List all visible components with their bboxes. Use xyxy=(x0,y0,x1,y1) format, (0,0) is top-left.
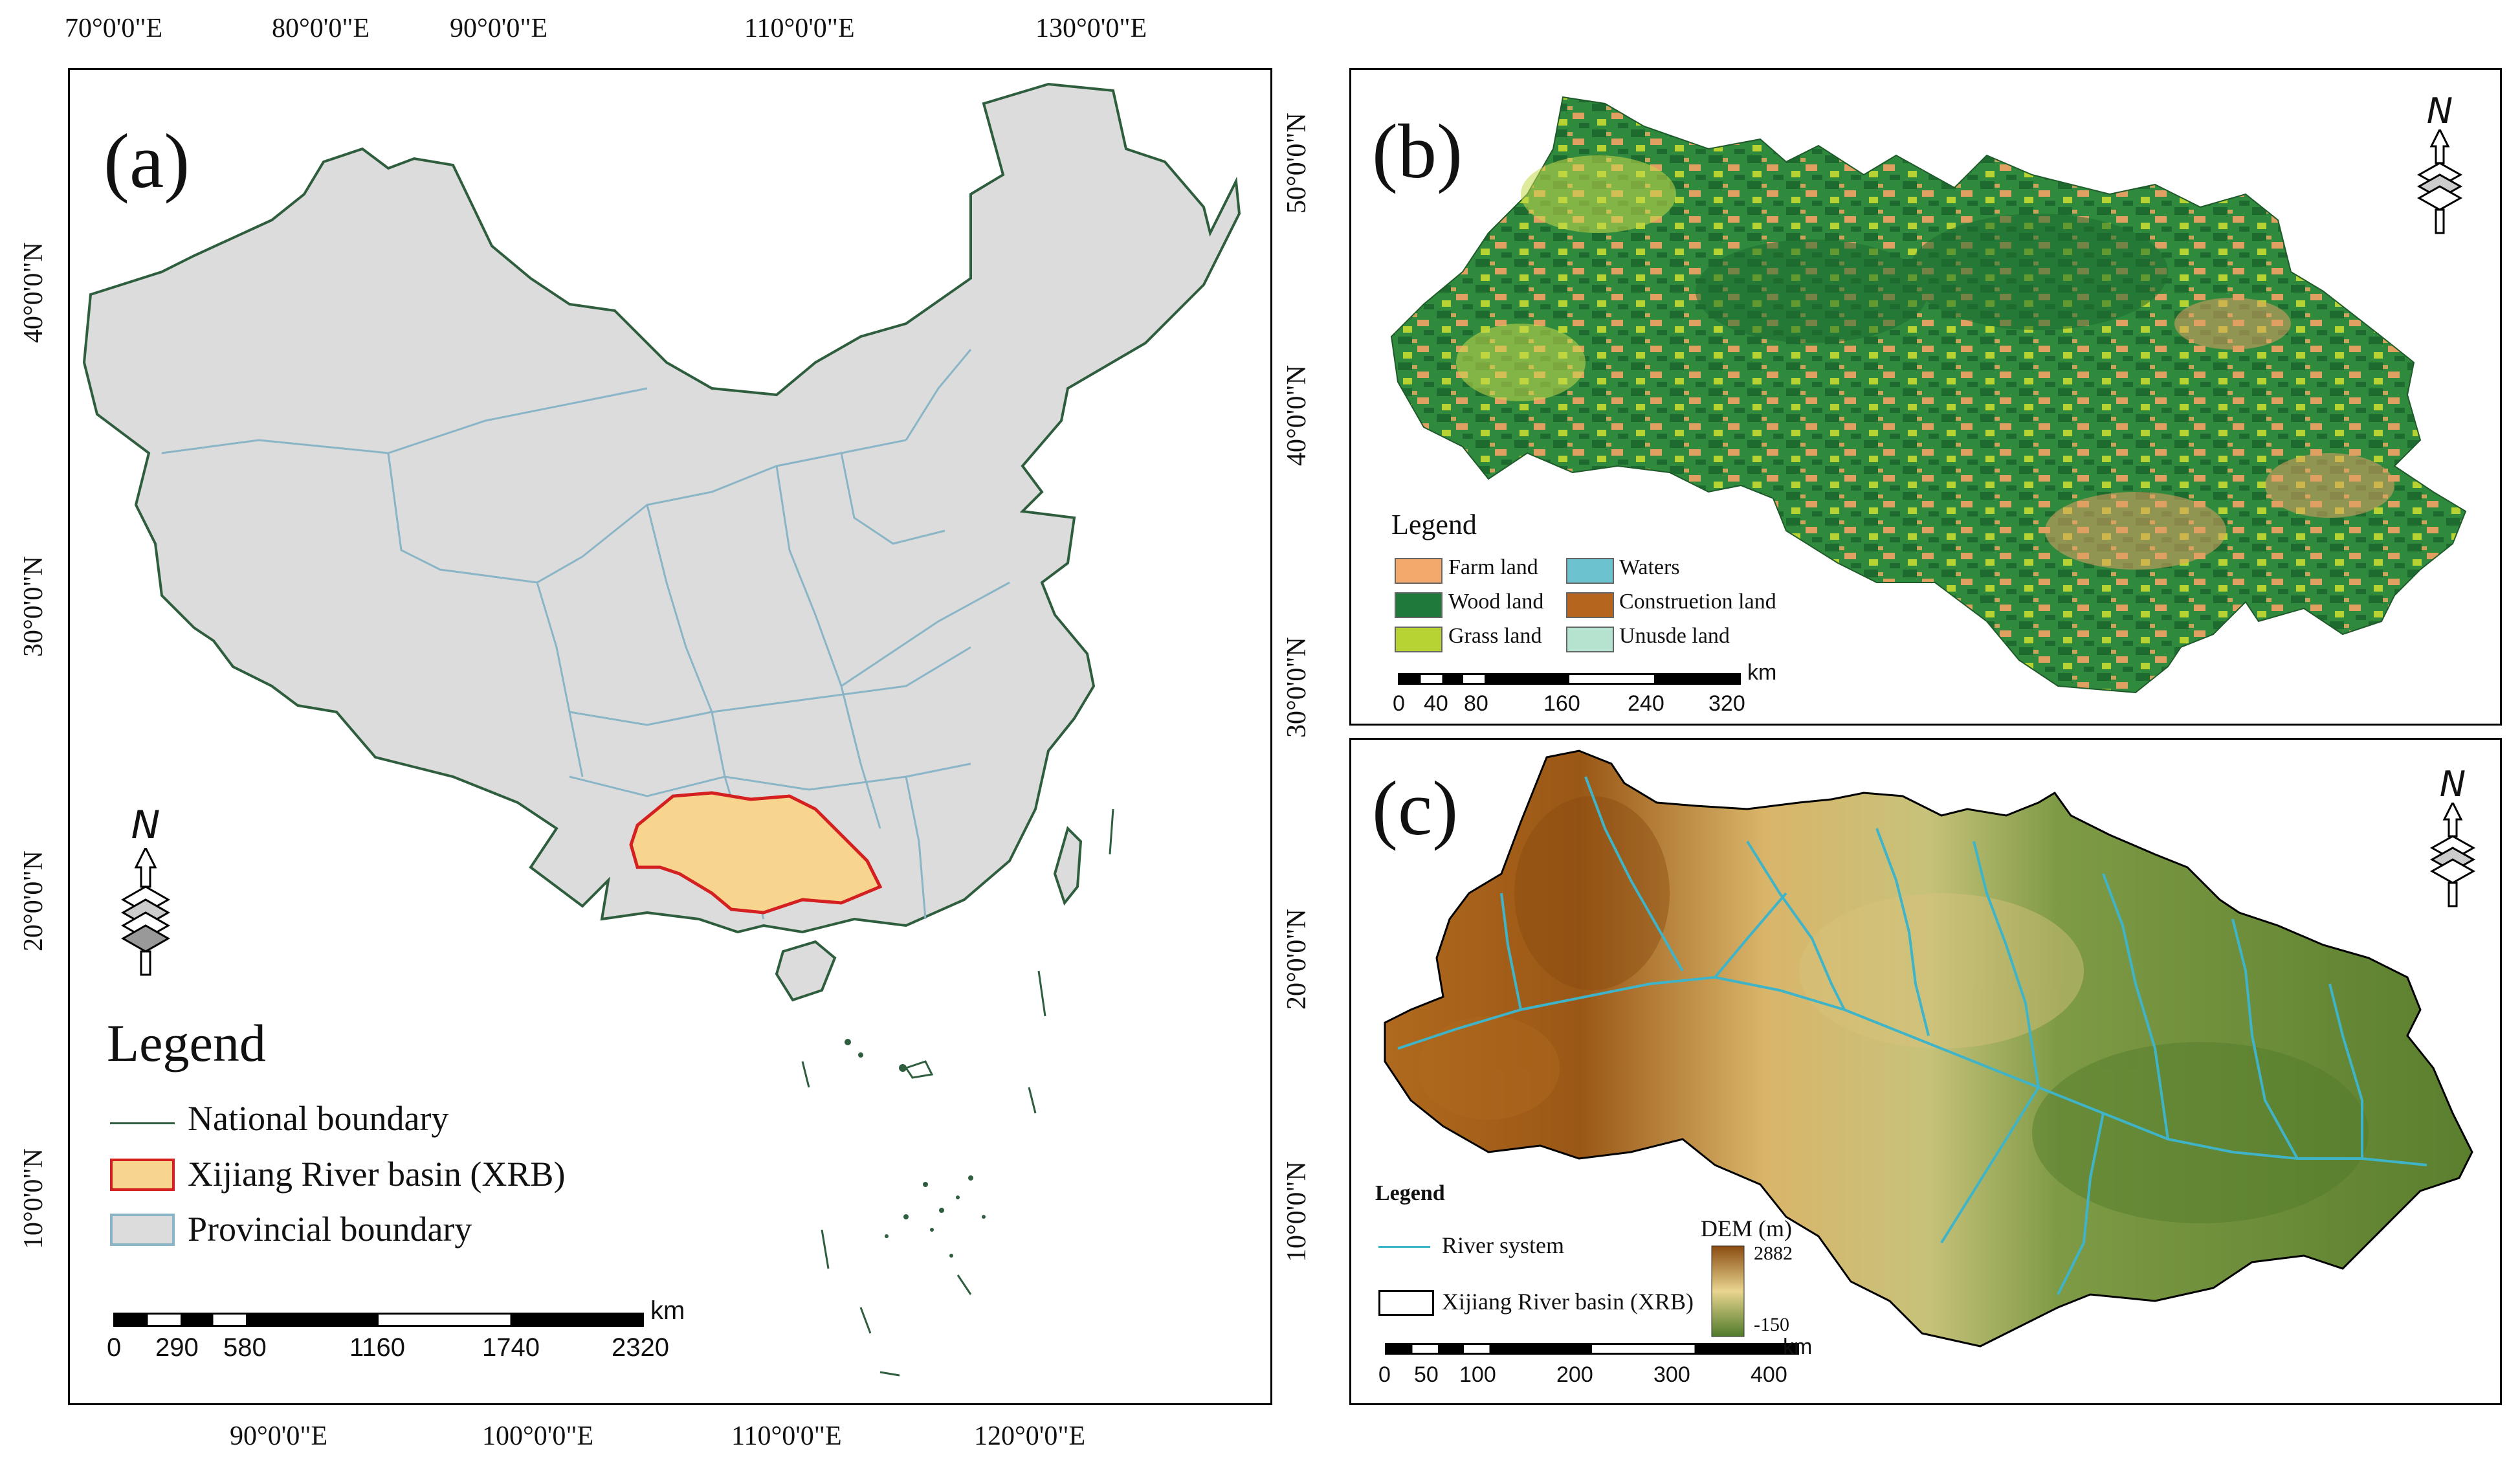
scale-unit: km xyxy=(1783,1335,1813,1359)
scale-tick: 320 xyxy=(1708,691,1745,716)
scale-tick: 160 xyxy=(1543,691,1580,716)
panel-a-left-lat: 40°0'0"N xyxy=(19,242,49,343)
legend-label: River system xyxy=(1442,1232,1564,1258)
panel-a-right-lat: 20°0'0"N xyxy=(1282,909,1312,1010)
scale-tick: 2320 xyxy=(612,1333,669,1362)
panel-b-letter: (b) xyxy=(1372,108,1463,194)
national-boundary-swatch xyxy=(110,1122,175,1124)
panel-a-top-lon: 110°0'0"E xyxy=(744,14,855,43)
legend-title: Legend xyxy=(1375,1181,1445,1205)
panel-a-top-lon: 90°0'0"E xyxy=(450,14,548,43)
panel-a-bottom-lon: 110°0'0"E xyxy=(731,1421,842,1451)
grass-land-swatch xyxy=(1395,627,1442,652)
panel-a-right-lat: 50°0'0"N xyxy=(1282,113,1312,214)
panel-a-scale-bar xyxy=(113,1313,644,1327)
waters-swatch xyxy=(1566,558,1614,584)
scale-tick: 0 xyxy=(1378,1362,1391,1387)
north-label: N xyxy=(2426,91,2453,131)
legend-label: Unusde land xyxy=(1619,624,1730,648)
north-arrow-icon: N xyxy=(2427,764,2479,913)
xrb-swatch xyxy=(110,1159,175,1191)
legend-label: Grass land xyxy=(1448,624,1542,648)
wood-land-swatch xyxy=(1395,592,1442,618)
scale-tick: 0 xyxy=(1393,691,1405,716)
north-arrow-icon: N xyxy=(2414,91,2466,239)
north-arrow-icon: N xyxy=(116,803,175,977)
panel-a-top-lon: 130°0'0"E xyxy=(1035,14,1147,43)
panel-a-left-lat: 10°0'0"N xyxy=(19,1148,49,1249)
legend-label: Wood land xyxy=(1448,590,1544,614)
xrb-outline-swatch xyxy=(1378,1290,1434,1316)
panel-c-letter: (c) xyxy=(1372,765,1459,851)
panel-a-bottom-lon: 100°0'0"E xyxy=(482,1421,594,1451)
scale-unit: km xyxy=(1747,660,1777,685)
panel-a-top-lon: 70°0'0"E xyxy=(65,14,163,43)
legend-label: Provincial boundary xyxy=(188,1210,472,1249)
scale-tick: 1740 xyxy=(482,1333,540,1362)
panel-a-bottom-lon: 90°0'0"E xyxy=(230,1421,328,1451)
panel-a-right-lat: 10°0'0"N xyxy=(1282,1161,1312,1262)
legend-label: Xijiang River basin (XRB) xyxy=(1442,1289,1694,1315)
scale-tick: 50 xyxy=(1414,1362,1439,1387)
legend-title: Legend xyxy=(107,1014,266,1072)
panel-a-letter: (a) xyxy=(104,118,190,204)
scale-tick: 40 xyxy=(1424,691,1448,716)
legend-label: National boundary xyxy=(188,1099,449,1138)
scale-tick: 1160 xyxy=(349,1333,406,1362)
legend-label: Farm land xyxy=(1448,555,1538,579)
panel-a-left-lat: 20°0'0"N xyxy=(19,850,49,951)
panel-c-scale-bar xyxy=(1385,1343,1799,1355)
panel-a-top-lon: 80°0'0"E xyxy=(272,14,370,43)
scale-tick: 290 xyxy=(155,1333,199,1362)
scale-tick: 400 xyxy=(1751,1362,1787,1387)
scale-tick: 240 xyxy=(1628,691,1664,716)
scale-tick: 200 xyxy=(1556,1362,1593,1387)
legend-title: Legend xyxy=(1391,509,1477,540)
scale-tick: 0 xyxy=(107,1333,122,1362)
legend-label: Xijiang River basin (XRB) xyxy=(188,1155,566,1194)
river-swatch xyxy=(1378,1246,1430,1248)
dem-max: 2882 xyxy=(1754,1243,1793,1264)
north-label: N xyxy=(131,803,160,848)
north-label: N xyxy=(2439,764,2466,805)
scale-unit: km xyxy=(650,1296,685,1325)
legend-label: Construetion land xyxy=(1619,590,1776,614)
panel-a-frame xyxy=(68,68,1272,1405)
construction-land-swatch xyxy=(1566,592,1614,618)
panel-a-bottom-lon: 120°0'0"E xyxy=(974,1421,1086,1451)
panel-a-left-lat: 30°0'0"N xyxy=(19,556,49,657)
dem-title: DEM (m) xyxy=(1701,1216,1792,1241)
dem-min: -150 xyxy=(1754,1314,1789,1335)
scale-tick: 100 xyxy=(1459,1362,1496,1387)
scale-tick: 580 xyxy=(223,1333,267,1362)
provincial-swatch xyxy=(110,1214,175,1246)
unused-land-swatch xyxy=(1566,627,1614,652)
farm-land-swatch xyxy=(1395,558,1442,584)
scale-tick: 80 xyxy=(1464,691,1488,716)
legend-label: Waters xyxy=(1619,555,1680,579)
panel-b-scale-bar xyxy=(1398,673,1741,685)
panel-a-right-lat: 40°0'0"N xyxy=(1282,365,1312,466)
scale-tick: 300 xyxy=(1653,1362,1690,1387)
panel-a-right-lat: 30°0'0"N xyxy=(1282,637,1312,738)
